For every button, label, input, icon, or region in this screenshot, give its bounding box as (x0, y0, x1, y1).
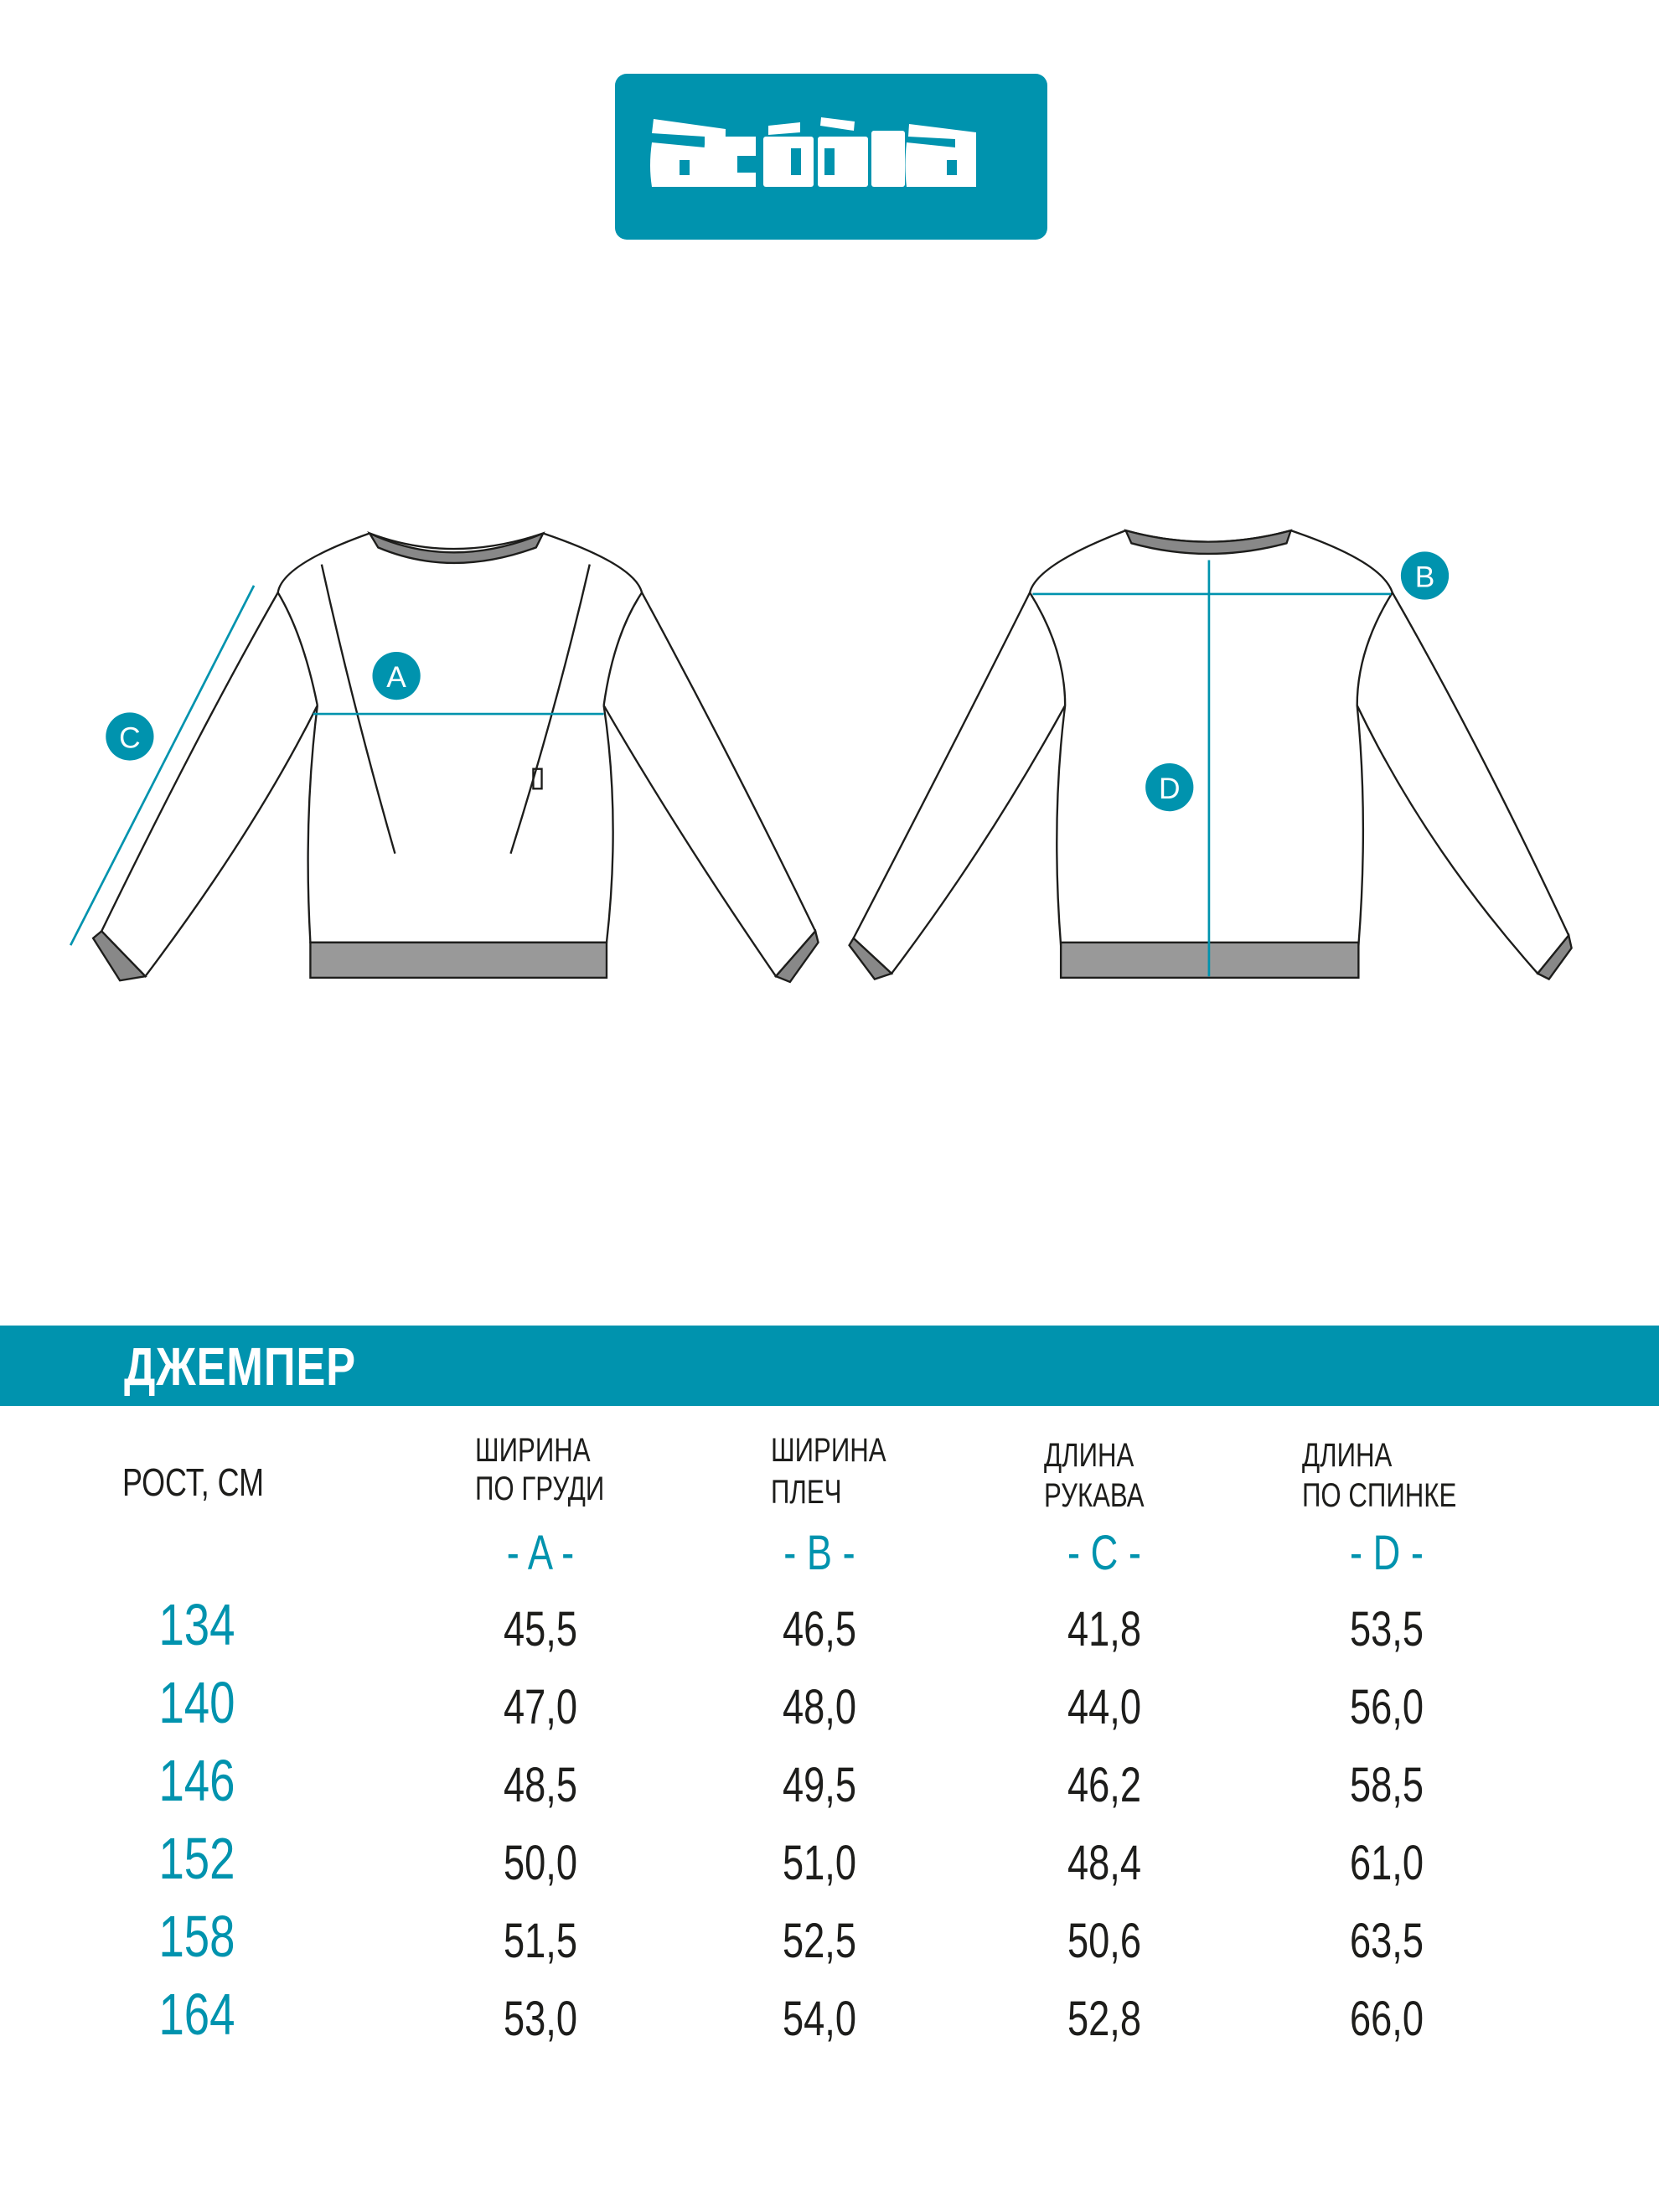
measurement-cell-d: 53,5 (1349, 1602, 1424, 1656)
measurement-cell-a: 45,5 (503, 1602, 578, 1656)
front-view (91, 530, 819, 984)
height-cell: 134 (158, 1592, 235, 1657)
header-back-line2: ПО СПИНКЕ (1302, 1477, 1457, 1514)
measurement-cell-b: 49,5 (782, 1758, 857, 1812)
header-height: РОСТ, СМ (122, 1460, 265, 1504)
measurement-cell-b: 48,0 (782, 1680, 857, 1734)
header-sleeve-line1: ДЛИНА (1044, 1437, 1134, 1474)
garment-technical-drawing: A B C D (69, 529, 1573, 984)
height-cell: 146 (158, 1748, 235, 1813)
measurement-cell-d: 63,5 (1349, 1914, 1424, 1968)
measurement-cell-a: 51,5 (503, 1914, 578, 1968)
product-title-banner: ДЖЕМПЕР (0, 1326, 1659, 1406)
header-sleeve-letter: - C - (1067, 1526, 1141, 1580)
header-shoulder-line2: ПЛЕЧ (771, 1474, 842, 1511)
acoola-logo (615, 74, 1047, 240)
svg-text:B: B (1415, 561, 1435, 594)
header-sleeve-line2: РУКАВА (1044, 1477, 1145, 1514)
measurement-cell-d: 66,0 (1349, 1992, 1424, 2046)
marker-a-icon: A (372, 651, 421, 700)
header-shoulder-line1: ШИРИНА (771, 1432, 886, 1469)
measurement-cell-b: 52,5 (782, 1914, 857, 1968)
measurement-cell-a: 47,0 (503, 1680, 578, 1734)
marker-c-icon: C (106, 712, 154, 761)
measurement-cell-c: 44,0 (1067, 1680, 1142, 1734)
height-cell: 164 (158, 1982, 235, 2047)
measurement-lines (69, 560, 1392, 977)
product-title: ДЖЕМПЕР (124, 1336, 357, 1397)
measurement-cell-b: 54,0 (782, 1992, 857, 2046)
height-cell: 152 (158, 1826, 235, 1891)
marker-d-icon: D (1145, 762, 1194, 812)
header-shoulder-letter: - B - (783, 1526, 855, 1580)
measurement-cell-b: 51,0 (782, 1836, 857, 1890)
measurement-cell-c: 41,8 (1067, 1602, 1142, 1656)
measurement-cell-c: 52,8 (1067, 1992, 1142, 2046)
measurement-cell-c: 50,6 (1067, 1914, 1142, 1968)
marker-b-icon: B (1400, 551, 1450, 600)
measurement-cell-d: 56,0 (1349, 1680, 1424, 1734)
header-chest-letter: - A - (506, 1526, 575, 1580)
height-cell: 140 (158, 1670, 235, 1735)
svg-text:D: D (1159, 773, 1181, 805)
header-chest-line2: ПО ГРУДИ (475, 1470, 605, 1507)
header-back-letter: - D - (1350, 1526, 1424, 1580)
measurement-cell-c: 46,2 (1067, 1758, 1142, 1812)
measurement-cell-d: 58,5 (1349, 1758, 1424, 1812)
back-view (848, 529, 1573, 981)
measurement-cell-d: 61,0 (1349, 1836, 1424, 1890)
height-cell: 158 (158, 1904, 235, 1969)
measurement-cell-a: 48,5 (503, 1758, 578, 1812)
svg-text:C: C (119, 721, 141, 754)
measurement-cell-b: 46,5 (782, 1602, 857, 1656)
header-chest-line1: ШИРИНА (475, 1432, 591, 1469)
svg-text:A: A (386, 661, 406, 694)
logo-wordmark (650, 117, 976, 187)
measurement-cell-c: 48,4 (1067, 1836, 1142, 1890)
header-back-line1: ДЛИНА (1302, 1437, 1393, 1474)
measurement-cell-a: 53,0 (503, 1992, 578, 2046)
measurement-cell-a: 50,0 (503, 1836, 578, 1890)
